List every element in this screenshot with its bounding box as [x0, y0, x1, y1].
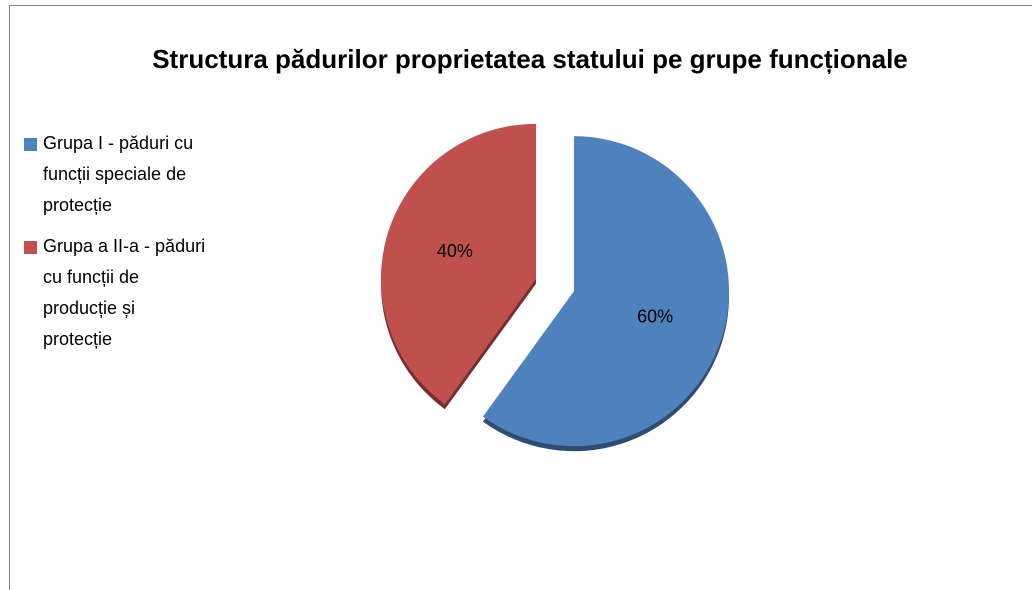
slice — [380, 123, 536, 405]
legend: Grupa I - păduri cu funcții speciale de … — [24, 128, 224, 365]
legend-label: Grupa a II-a - păduri cu funcții de prod… — [43, 236, 206, 349]
data-label: 60% — [637, 306, 673, 326]
legend-label: Grupa I - păduri cu funcții speciale de … — [43, 133, 194, 215]
legend-swatch — [24, 241, 37, 254]
chart-border — [9, 5, 1032, 590]
chart-title: Structura pădurilor proprietatea statulu… — [152, 44, 908, 74]
legend-swatch — [24, 138, 37, 151]
slice — [482, 136, 730, 447]
legend-entry: Grupa I - păduri cu funcții speciale de … — [24, 128, 208, 221]
legend-entry: Grupa a II-a - păduri cu funcții de prod… — [24, 231, 208, 355]
data-label: 40% — [437, 241, 473, 261]
